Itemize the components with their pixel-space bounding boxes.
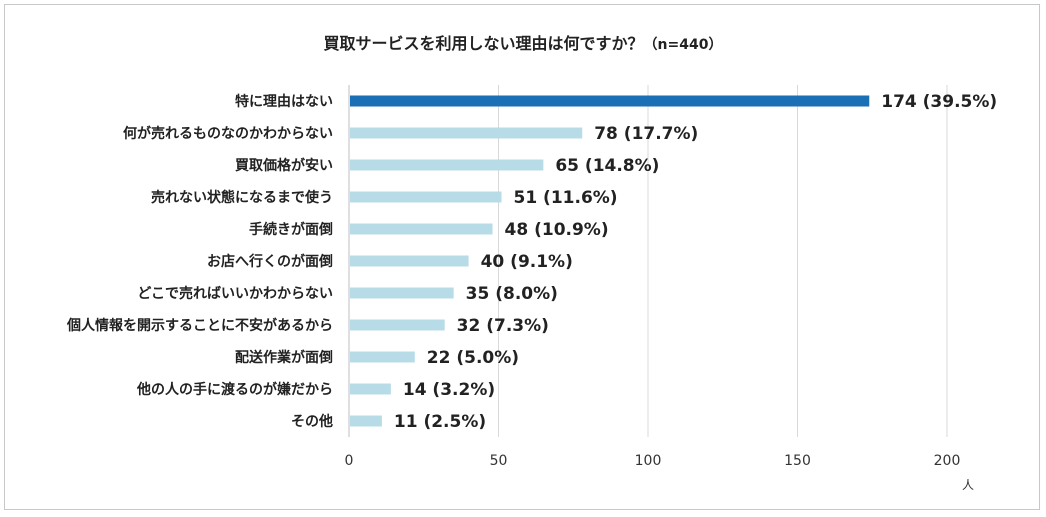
x-tick-label: 0 [345,453,354,469]
bar [350,159,544,171]
category-label: どこで売ればいいかわからない [137,285,333,302]
data-label: 11 (2.5%) [394,412,486,432]
x-tick-label: 150 [784,453,811,469]
data-label: 48 (10.9%) [505,220,609,240]
bar [350,127,583,139]
data-label: 65 (14.8%) [555,156,659,176]
bar [350,223,493,235]
bar [350,383,391,395]
chart-title: 買取サービスを利用しない理由は何ですか？（n=440） [0,30,1046,54]
bar [350,255,469,267]
data-label: 78 (17.7%) [594,124,698,144]
category-label: 他の人の手に渡るのが嫌だから [136,381,333,398]
x-tick-label: 200 [934,453,961,469]
data-label: 22 (5.0%) [427,348,519,368]
bar [350,319,445,331]
data-label: 32 (7.3%) [457,316,549,336]
bar [350,415,382,427]
data-label: 35 (8.0%) [466,284,558,304]
data-label: 51 (11.6%) [513,188,617,208]
bar [350,95,870,107]
category-label: 手続きが面倒 [249,221,333,238]
category-label: その他 [291,413,333,430]
data-label: 174 (39.5%) [881,92,997,112]
category-label: 何が売れるものなのかわからない [123,125,333,142]
category-label: 個人情報を開示することに不安があるから [66,317,333,334]
chart-title-text: 買取サービスを利用しない理由は何ですか？ [323,34,644,53]
chart-sample-size: （n=440） [643,37,723,53]
category-label: 売れない状態になるまで使う [151,189,333,206]
data-label: 40 (9.1%) [481,252,573,272]
bar [350,191,502,203]
bar [350,287,454,299]
category-label: 配送作業が面倒 [235,349,333,366]
data-label: 14 (3.2%) [403,380,495,400]
category-label: お店へ行くのが面倒 [207,253,333,270]
category-label: 特に理由はない [235,93,333,110]
x-tick-label: 50 [490,453,508,469]
x-axis-unit: 人 [962,478,974,492]
chart-frame [4,4,1040,510]
bar [350,351,415,363]
category-label: 買取価格が安い [235,157,333,174]
x-tick-label: 100 [635,453,662,469]
